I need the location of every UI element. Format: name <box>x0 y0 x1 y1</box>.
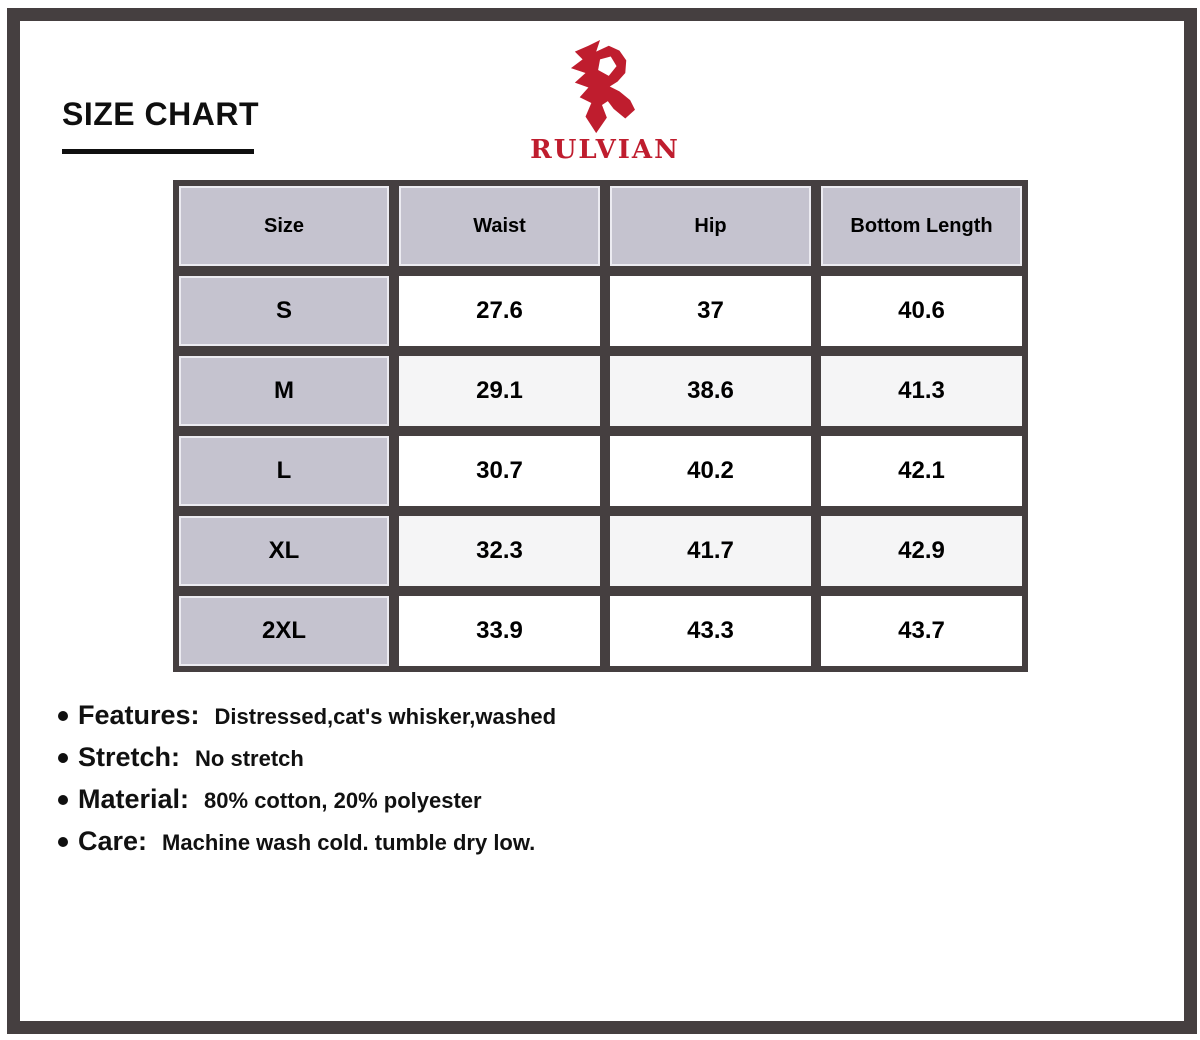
col-header-bottom-length: Bottom Length <box>821 186 1022 266</box>
detail-value: No stretch <box>195 746 304 771</box>
bottom-length-cell: 41.3 <box>821 356 1022 426</box>
waist-cell: 29.1 <box>399 356 600 426</box>
detail-care: Care: Machine wash cold. tumble dry low. <box>58 826 556 857</box>
detail-label: Features: <box>78 700 200 730</box>
bullet-icon <box>58 836 68 847</box>
hip-cell: 43.3 <box>610 596 811 666</box>
detail-value: 80% cotton, 20% polyester <box>204 788 482 813</box>
product-details-list: Features: Distressed,cat's whisker,washe… <box>58 700 556 868</box>
detail-features: Features: Distressed,cat's whisker,washe… <box>58 700 556 731</box>
bottom-length-cell: 43.7 <box>821 596 1022 666</box>
hip-cell: 37 <box>610 276 811 346</box>
bottom-length-cell: 40.6 <box>821 276 1022 346</box>
hip-cell: 41.7 <box>610 516 811 586</box>
detail-label: Material: <box>78 784 190 814</box>
bullet-icon <box>58 794 68 805</box>
col-header-size: Size <box>179 186 389 266</box>
size-cell: XL <box>179 516 389 586</box>
title-underline <box>62 149 254 154</box>
size-cell: S <box>179 276 389 346</box>
hip-cell: 38.6 <box>610 356 811 426</box>
hip-cell: 40.2 <box>610 436 811 506</box>
detail-value: Distressed,cat's whisker,washed <box>214 704 557 729</box>
detail-label: Stretch: <box>78 742 181 772</box>
bullet-icon <box>58 710 68 721</box>
bullet-icon <box>58 752 68 763</box>
bottom-length-cell: 42.9 <box>821 516 1022 586</box>
size-cell: M <box>179 356 389 426</box>
detail-material: Material: 80% cotton, 20% polyester <box>58 784 556 815</box>
rulvian-r-logo-icon <box>570 39 635 134</box>
detail-stretch: Stretch: No stretch <box>58 742 556 773</box>
bottom-length-cell: 42.1 <box>821 436 1022 506</box>
detail-label: Care: <box>78 826 148 856</box>
waist-cell: 32.3 <box>399 516 600 586</box>
size-table: Size Waist Hip Bottom Length S 27.6 37 4… <box>173 180 1028 672</box>
waist-cell: 33.9 <box>399 596 600 666</box>
size-cell: L <box>179 436 389 506</box>
col-header-waist: Waist <box>399 186 600 266</box>
size-cell: 2XL <box>179 596 389 666</box>
detail-value: Machine wash cold. tumble dry low. <box>162 830 536 855</box>
waist-cell: 30.7 <box>399 436 600 506</box>
waist-cell: 27.6 <box>399 276 600 346</box>
page-title: SIZE CHART <box>62 96 259 132</box>
brand-name: RULVIAN <box>530 135 680 165</box>
col-header-hip: Hip <box>610 186 811 266</box>
